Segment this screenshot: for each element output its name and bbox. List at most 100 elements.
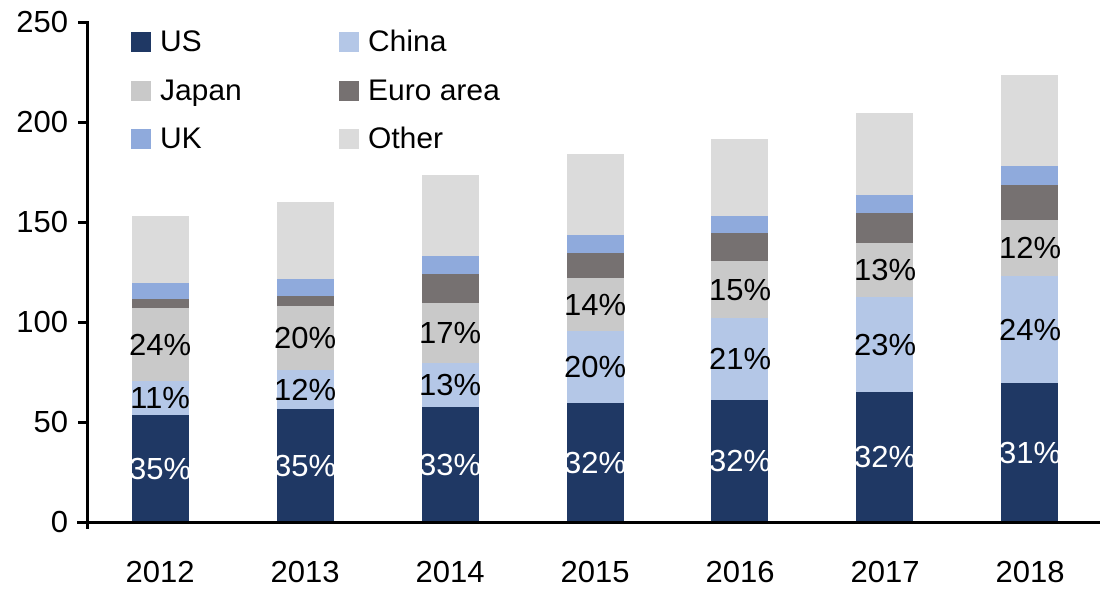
legend-swatch-euro-area — [339, 80, 359, 101]
legend-item-uk: UK — [131, 114, 202, 163]
x-tick-label-2014: 2014 — [415, 554, 485, 589]
bar-segment-uk-2012 — [132, 283, 189, 299]
legend-label-other: Other — [368, 121, 444, 155]
bar-segment-euro-area-2018 — [1001, 185, 1058, 220]
bar-label-us-2017: 32% — [853, 439, 917, 474]
y-tick-label-150: 150 — [16, 204, 68, 239]
bar-segment-us-2013 — [277, 409, 334, 522]
bar-label-japan-2018: 12% — [998, 230, 1062, 265]
bar-segment-uk-2015 — [567, 235, 624, 253]
bar-segment-euro-area-2016 — [711, 233, 768, 261]
bar-label-us-2016: 32% — [708, 443, 772, 478]
bar-label-japan-2013: 20% — [273, 320, 337, 355]
bar-segment-uk-2013 — [277, 279, 334, 296]
bar-segment-euro-area-2014 — [422, 274, 479, 303]
bar-segment-japan-2012 — [132, 308, 189, 381]
bar-segment-japan-2013 — [277, 306, 334, 370]
y-tick-200 — [78, 121, 88, 124]
y-tick-label-0: 0 — [50, 504, 68, 539]
legend-item-china: China — [339, 17, 446, 66]
bar-label-us-2012: 35% — [128, 451, 192, 486]
x-tick-label-2012: 2012 — [125, 554, 195, 589]
bar-label-china-2017: 23% — [853, 327, 917, 362]
bar-segment-us-2018 — [1001, 383, 1058, 522]
x-tick-label-2018: 2018 — [995, 554, 1065, 589]
bar-segment-euro-area-2017 — [856, 213, 913, 243]
y-axis-line — [86, 21, 89, 529]
bar-label-china-2013: 12% — [273, 372, 337, 407]
x-tick-label-2013: 2013 — [270, 554, 340, 589]
bar-segment-japan-2015 — [567, 278, 624, 331]
legend-label-us: US — [160, 24, 202, 58]
x-tick-label-2015: 2015 — [560, 554, 630, 589]
bar-segment-japan-2018 — [1001, 220, 1058, 276]
bar-segment-uk-2014 — [422, 256, 479, 274]
y-tick-100 — [78, 321, 88, 324]
bar-segment-us-2015 — [567, 403, 624, 522]
bar-segment-us-2017 — [856, 392, 913, 522]
bar-segment-uk-2016 — [711, 216, 768, 233]
bar-segment-us-2016 — [711, 400, 768, 522]
bar-label-us-2014: 33% — [418, 447, 482, 482]
bar-segment-other-2014 — [422, 175, 479, 256]
y-tick-150 — [78, 221, 88, 224]
legend: US China Japan Euro area UK Other — [0, 0, 560, 170]
legend-item-japan: Japan — [131, 66, 242, 115]
bar-segment-japan-2017 — [856, 243, 913, 297]
bar-label-japan-2015: 14% — [563, 287, 627, 322]
legend-swatch-china — [339, 31, 359, 52]
legend-label-euro-area: Euro area — [368, 73, 500, 107]
bar-segment-euro-area-2015 — [567, 253, 624, 278]
bar-segment-china-2013 — [277, 370, 334, 409]
bar-segment-other-2017 — [856, 113, 913, 195]
bar-label-japan-2012: 24% — [128, 327, 192, 362]
bar-segment-china-2018 — [1001, 276, 1058, 383]
bar-segment-uk-2018 — [1001, 166, 1058, 185]
bar-segment-other-2018 — [1001, 75, 1058, 166]
bar-segment-us-2012 — [132, 415, 189, 522]
legend-swatch-other — [339, 128, 359, 149]
bar-label-china-2018: 24% — [998, 312, 1062, 347]
legend-label-uk: UK — [160, 121, 202, 155]
bar-segment-euro-area-2013 — [277, 296, 334, 306]
legend-item-us: US — [131, 17, 202, 66]
y-tick-label-250: 250 — [16, 4, 68, 39]
bar-label-japan-2014: 17% — [418, 315, 482, 350]
bar-label-china-2012: 11% — [130, 380, 190, 415]
bar-segment-china-2014 — [422, 363, 479, 407]
bar-segment-other-2016 — [711, 139, 768, 216]
y-tick-50 — [78, 421, 88, 424]
y-tick-label-100: 100 — [16, 304, 68, 339]
bar-segment-japan-2016 — [711, 261, 768, 318]
legend-swatch-japan — [131, 80, 151, 101]
bar-segment-other-2015 — [567, 154, 624, 235]
legend-swatch-us — [131, 31, 151, 52]
bar-label-us-2013: 35% — [273, 448, 337, 483]
bar-segment-japan-2014 — [422, 303, 479, 363]
bar-label-china-2014: 13% — [418, 367, 482, 402]
bar-segment-other-2013 — [277, 202, 334, 279]
y-tick-0 — [78, 521, 88, 524]
bar-label-china-2016: 21% — [708, 341, 772, 376]
bar-segment-china-2012 — [132, 381, 189, 415]
legend-swatch-uk — [131, 128, 151, 149]
bar-segment-china-2015 — [567, 331, 624, 403]
y-tick-label-50: 50 — [33, 404, 68, 439]
legend-label-china: China — [368, 24, 447, 58]
x-tick-label-2017: 2017 — [850, 554, 920, 589]
bar-label-japan-2016: 15% — [708, 272, 772, 307]
legend-label-japan: Japan — [160, 73, 242, 107]
bar-label-us-2015: 32% — [563, 445, 627, 480]
bar-segment-other-2012 — [132, 216, 189, 283]
y-tick-label-200: 200 — [16, 104, 68, 139]
bar-segment-euro-area-2012 — [132, 299, 189, 308]
bar-label-japan-2017: 13% — [853, 252, 917, 287]
bar-segment-uk-2017 — [856, 195, 913, 213]
y-tick-250 — [78, 21, 88, 24]
x-axis-line — [77, 521, 1100, 524]
legend-item-euro-area: Euro area — [339, 66, 500, 115]
bar-label-china-2015: 20% — [563, 349, 627, 384]
bar-segment-china-2017 — [856, 297, 913, 392]
bar-segment-us-2014 — [422, 407, 479, 522]
